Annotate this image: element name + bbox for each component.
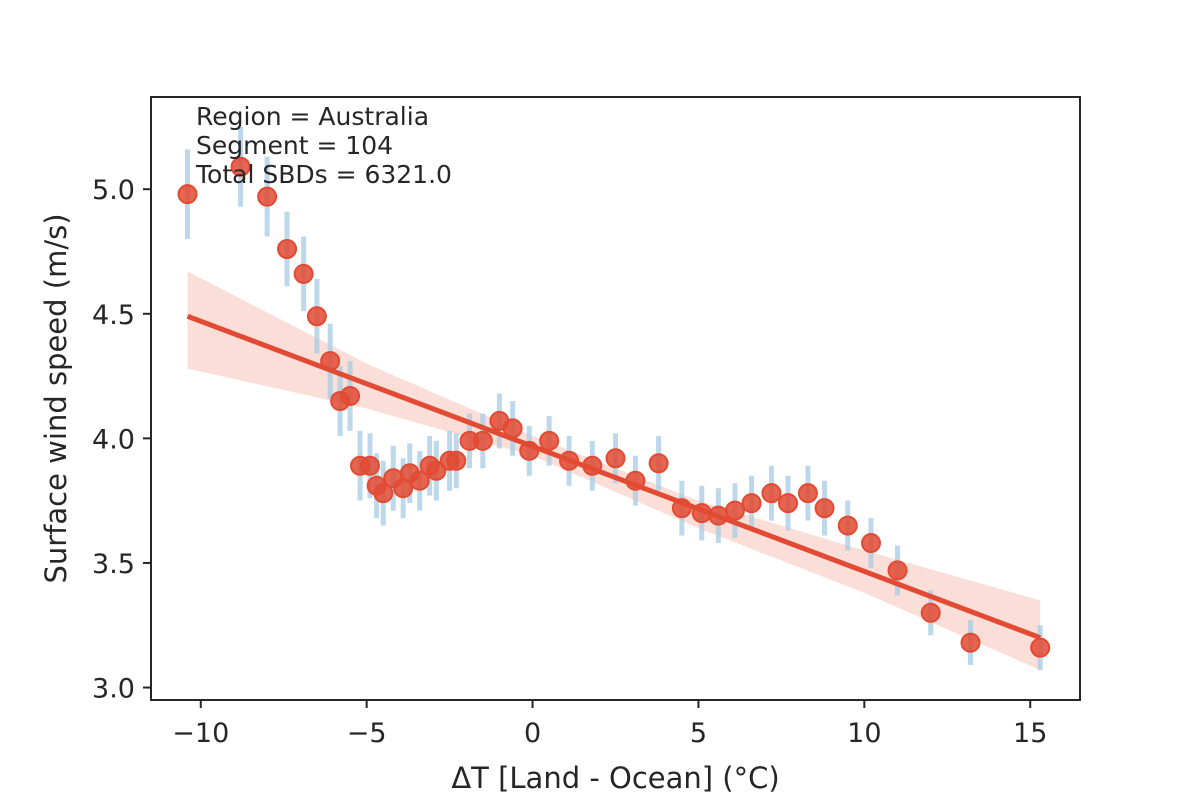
- data-point: [559, 450, 580, 471]
- annotation-line: Total SBDs = 6321.0: [195, 160, 452, 189]
- data-point: [837, 515, 858, 536]
- x-axis-ticks: −10 −5 0 5 10 15: [172, 700, 1047, 749]
- data-point: [797, 483, 818, 504]
- data-point: [887, 560, 908, 581]
- data-point: [446, 450, 467, 471]
- data-point: [741, 493, 762, 514]
- data-point: [814, 498, 835, 519]
- annotation-line: Segment = 104: [196, 131, 393, 160]
- data-point: [671, 498, 692, 519]
- y-tick-label: 4.0: [92, 424, 135, 455]
- data-point: [920, 602, 941, 623]
- data-point: [708, 505, 729, 526]
- data-point: [960, 632, 981, 653]
- data-point: [502, 418, 523, 439]
- data-point: [359, 455, 380, 476]
- data-point: [277, 238, 298, 259]
- fit-line-layer: [186, 313, 1042, 641]
- data-point: [426, 460, 447, 481]
- data-point: [539, 430, 560, 451]
- y-tick-label: 5.0: [92, 175, 135, 206]
- data-point: [691, 503, 712, 524]
- y-tick-label: 4.5: [92, 300, 135, 331]
- data-point: [230, 156, 251, 177]
- data-point: [320, 351, 341, 372]
- plot-frame: [150, 96, 1081, 701]
- data-point: [724, 500, 745, 521]
- data-point: [177, 184, 198, 205]
- data-point: [761, 483, 782, 504]
- data-point: [293, 263, 314, 284]
- x-tick-label: 0: [524, 718, 541, 749]
- data-point: [472, 430, 493, 451]
- x-tick-label: −5: [347, 718, 387, 749]
- data-point: [519, 440, 540, 461]
- x-tick-label: −10: [172, 718, 229, 749]
- x-tick-label: 10: [847, 718, 881, 749]
- y-axis-ticks: 3.0 3.5 4.0 4.5 5.0: [92, 175, 151, 705]
- x-axis-title: ΔT [Land - Ocean] (°C): [451, 761, 779, 795]
- data-point: [257, 186, 278, 207]
- regression-line: [186, 313, 1042, 641]
- data-point: [860, 533, 881, 554]
- y-tick-label: 3.0: [92, 674, 135, 705]
- points-layer: [177, 156, 1051, 658]
- data-point: [582, 455, 603, 476]
- annotation-line: Region = Australia: [196, 102, 429, 131]
- data-point: [648, 453, 669, 474]
- data-point: [1030, 637, 1051, 658]
- data-point: [778, 493, 799, 514]
- data-point: [340, 386, 361, 407]
- data-point: [373, 483, 394, 504]
- data-point: [409, 470, 430, 491]
- data-point: [625, 470, 646, 491]
- y-tick-label: 3.5: [92, 549, 135, 580]
- data-point: [306, 306, 327, 327]
- x-tick-label: 15: [1013, 718, 1047, 749]
- x-tick-label: 5: [690, 718, 707, 749]
- y-axis-title: Surface wind speed (m/s): [39, 213, 73, 583]
- data-point: [605, 448, 626, 469]
